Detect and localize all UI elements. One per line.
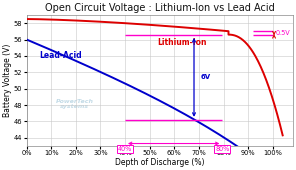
Text: 6V: 6V [200,74,210,80]
Text: Lithium-Ion: Lithium-Ion [157,38,207,47]
Text: 0.5V: 0.5V [275,30,290,36]
Y-axis label: Battery Voltage (V): Battery Voltage (V) [4,44,12,117]
Text: PowerTech
systems: PowerTech systems [55,99,94,109]
Text: 40%: 40% [118,146,132,152]
X-axis label: Depth of Discharge (%): Depth of Discharge (%) [115,158,204,167]
Text: 80%: 80% [215,146,229,152]
Title: Open Circuit Voltage : Lithium-Ion vs Lead Acid: Open Circuit Voltage : Lithium-Ion vs Le… [45,3,274,13]
Text: Lead-Acid: Lead-Acid [39,50,81,59]
